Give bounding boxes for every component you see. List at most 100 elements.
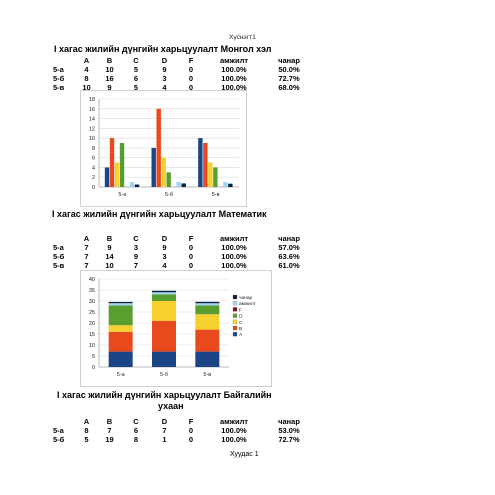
col-header bbox=[53, 417, 75, 426]
cell: 8 bbox=[133, 435, 139, 444]
chart-math: 0 5 10 15 20 25 30 35 40 5-а 5-б 5-в чанар амжилт F D C B… bbox=[80, 270, 272, 387]
stacked-bar-segment bbox=[195, 314, 220, 330]
bar bbox=[134, 184, 140, 187]
y-tick-label: 10 bbox=[89, 343, 95, 349]
x-tick-label: 5-а bbox=[118, 192, 127, 198]
bar bbox=[223, 182, 228, 187]
col-header: чанар bbox=[278, 234, 300, 243]
legend-swatch bbox=[232, 313, 238, 318]
y-tick-label: 12 bbox=[89, 126, 95, 132]
cell: 10 bbox=[82, 83, 91, 92]
table-row: 5-б 5 19 8 1 0 100.0% 72.7% bbox=[53, 435, 314, 444]
x-tick-label: 5-б bbox=[160, 372, 168, 378]
col-header: B bbox=[106, 417, 113, 426]
col-header: B bbox=[106, 56, 113, 65]
cell: 100.0% bbox=[221, 261, 247, 270]
chart-math-svg: 0 5 10 15 20 25 30 35 40 5-а 5-б 5-в чанарамжилтFDCB… bbox=[89, 277, 257, 378]
row-label: 5-б bbox=[53, 435, 65, 444]
cell: 4 bbox=[162, 83, 167, 92]
y-tick-label: 6 bbox=[92, 156, 95, 162]
row-label: 5-б bbox=[53, 74, 65, 83]
cell: 5 bbox=[133, 65, 139, 74]
y-tick-label: 5 bbox=[92, 354, 95, 360]
table-row: 5-в 10 9 5 4 0 100.0% 68.0% bbox=[53, 83, 314, 92]
cell: 100.0% bbox=[221, 426, 247, 435]
y-tick-label: 18 bbox=[89, 97, 95, 103]
stacked-bar-segment bbox=[195, 305, 220, 315]
cell: 8 bbox=[84, 426, 89, 435]
cell: 1 bbox=[162, 435, 167, 444]
cell: 7 bbox=[84, 243, 89, 252]
y-tick-label: 10 bbox=[89, 136, 95, 142]
legend-label: F bbox=[239, 307, 242, 313]
cell: 100.0% bbox=[221, 83, 247, 92]
y-tick-label: 14 bbox=[89, 117, 95, 123]
stacked-bar-segment bbox=[108, 331, 133, 352]
cell: 7 bbox=[133, 261, 139, 270]
cell: 9 bbox=[107, 243, 112, 252]
cell: 100.0% bbox=[221, 243, 247, 252]
cell: 8 bbox=[84, 74, 89, 83]
bar bbox=[114, 162, 120, 187]
legend-label: C bbox=[239, 320, 243, 326]
cell: 53.0% bbox=[278, 426, 300, 435]
cell: 72.7% bbox=[278, 435, 300, 444]
bar bbox=[208, 162, 213, 187]
y-tick-label: 16 bbox=[89, 107, 95, 113]
cell: 0 bbox=[188, 435, 194, 444]
stacked-bar-segment bbox=[152, 351, 176, 367]
table-row: 5-а 8 7 6 7 0 100.0% 53.0% bbox=[53, 426, 314, 435]
col-header: D bbox=[161, 56, 168, 65]
y-tick-label: 40 bbox=[89, 277, 95, 283]
section-title-science: I хагас жилийн дүнгийн харьцуулалт Байга… bbox=[57, 390, 272, 400]
section-title-mongol: I хагас жилийн дүнгийн харьцуулалт Монго… bbox=[54, 44, 272, 54]
cell: 19 bbox=[105, 435, 114, 444]
row-label: 5-а bbox=[53, 243, 64, 252]
sheet-caption: Хүснэгт1 bbox=[229, 34, 256, 41]
bar bbox=[119, 143, 125, 187]
cell: 9 bbox=[162, 65, 167, 74]
col-header: A bbox=[83, 56, 90, 65]
bar bbox=[151, 147, 156, 187]
col-header: A bbox=[83, 234, 90, 243]
y-tick-label: 4 bbox=[92, 165, 95, 171]
cell: 7 bbox=[84, 252, 89, 261]
row-label: 5-в bbox=[53, 261, 65, 270]
cell: 3 bbox=[133, 243, 139, 252]
cell: 14 bbox=[105, 252, 114, 261]
legend-label: B bbox=[239, 326, 242, 332]
cell: 7 bbox=[107, 426, 112, 435]
cell: 100.0% bbox=[221, 65, 247, 74]
page-footer: Хуудас 1 bbox=[230, 451, 259, 458]
x-tick-label: 5-б bbox=[165, 192, 173, 198]
stacked-bar-segment bbox=[195, 351, 220, 367]
cell: 9 bbox=[133, 252, 139, 261]
cell: 16 bbox=[105, 74, 114, 83]
section-title-math: I хагас жилийн дүнгийн харьцуулалт Матем… bbox=[52, 209, 267, 219]
y-tick-label: 0 bbox=[92, 185, 95, 191]
table-row: 5-а 7 9 3 9 0 100.0% 57.0% bbox=[53, 243, 314, 252]
col-header: амжилт bbox=[219, 417, 249, 426]
legend-label: A bbox=[239, 332, 243, 338]
y-tick-label: 0 bbox=[92, 365, 95, 371]
bar bbox=[176, 182, 181, 187]
chart-mongol: 0 2 4 6 8 10 12 14 16 18 5-а 5-б 5-в bbox=[80, 90, 247, 207]
cell: 0 bbox=[188, 74, 194, 83]
cell: 10 bbox=[105, 65, 114, 74]
table-science: A B C D F амжилт чанар 5-а 8 7 6 7 0 100… bbox=[53, 417, 314, 444]
col-header: D bbox=[161, 417, 168, 426]
table-row: 5-в 7 10 7 4 0 100.0% 61.0% bbox=[53, 261, 314, 270]
stacked-bar-segment bbox=[108, 325, 133, 332]
legend-label: D bbox=[239, 314, 243, 320]
legend-label: чанар bbox=[239, 296, 252, 301]
cell: 0 bbox=[188, 83, 194, 92]
col-header: B bbox=[106, 234, 113, 243]
stacked-bar-segment bbox=[152, 292, 176, 295]
x-tick-label: 5-в bbox=[203, 372, 211, 378]
table-row: 5-б 8 16 6 3 0 100.0% 72.7% bbox=[53, 74, 314, 83]
stacked-bar-segment bbox=[152, 294, 176, 301]
cell: 0 bbox=[188, 252, 194, 261]
bar bbox=[228, 183, 233, 187]
col-header: F bbox=[188, 417, 194, 426]
col-header bbox=[53, 234, 75, 243]
